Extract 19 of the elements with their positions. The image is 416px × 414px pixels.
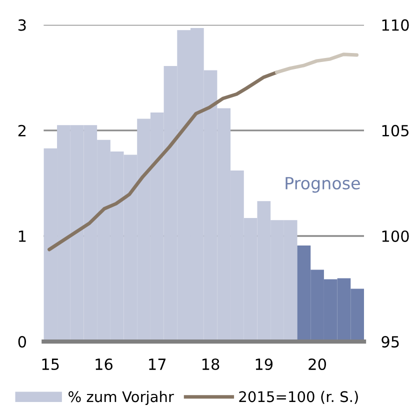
- x-tick-label: 17: [149, 358, 166, 370]
- x-tick-label: 20: [308, 358, 326, 370]
- y-tick-label: 3: [18, 19, 26, 31]
- legend-label: 2015=100 (r. S.): [239, 390, 358, 404]
- y-tick-label: 2: [18, 124, 26, 136]
- x-tick-label: 15: [42, 358, 59, 370]
- y-tick-label: 0: [18, 336, 26, 348]
- y2-tick-label: 100: [382, 230, 409, 242]
- x-tick-label: 16: [96, 358, 112, 370]
- x-tick-label: 18: [202, 358, 220, 370]
- y2-tick-label: 95: [382, 336, 399, 348]
- annotation: Prognose: [286, 177, 360, 193]
- x-tick-label: 19: [256, 358, 273, 370]
- y-tick-label: 1: [18, 230, 26, 242]
- y2-tick-label: 110: [382, 19, 409, 31]
- y2-tick-label: 105: [382, 124, 408, 136]
- line-series: [48, 70, 278, 252]
- line-series: [274, 52, 359, 74]
- legend-label: % zum Vorjahr: [68, 390, 174, 406]
